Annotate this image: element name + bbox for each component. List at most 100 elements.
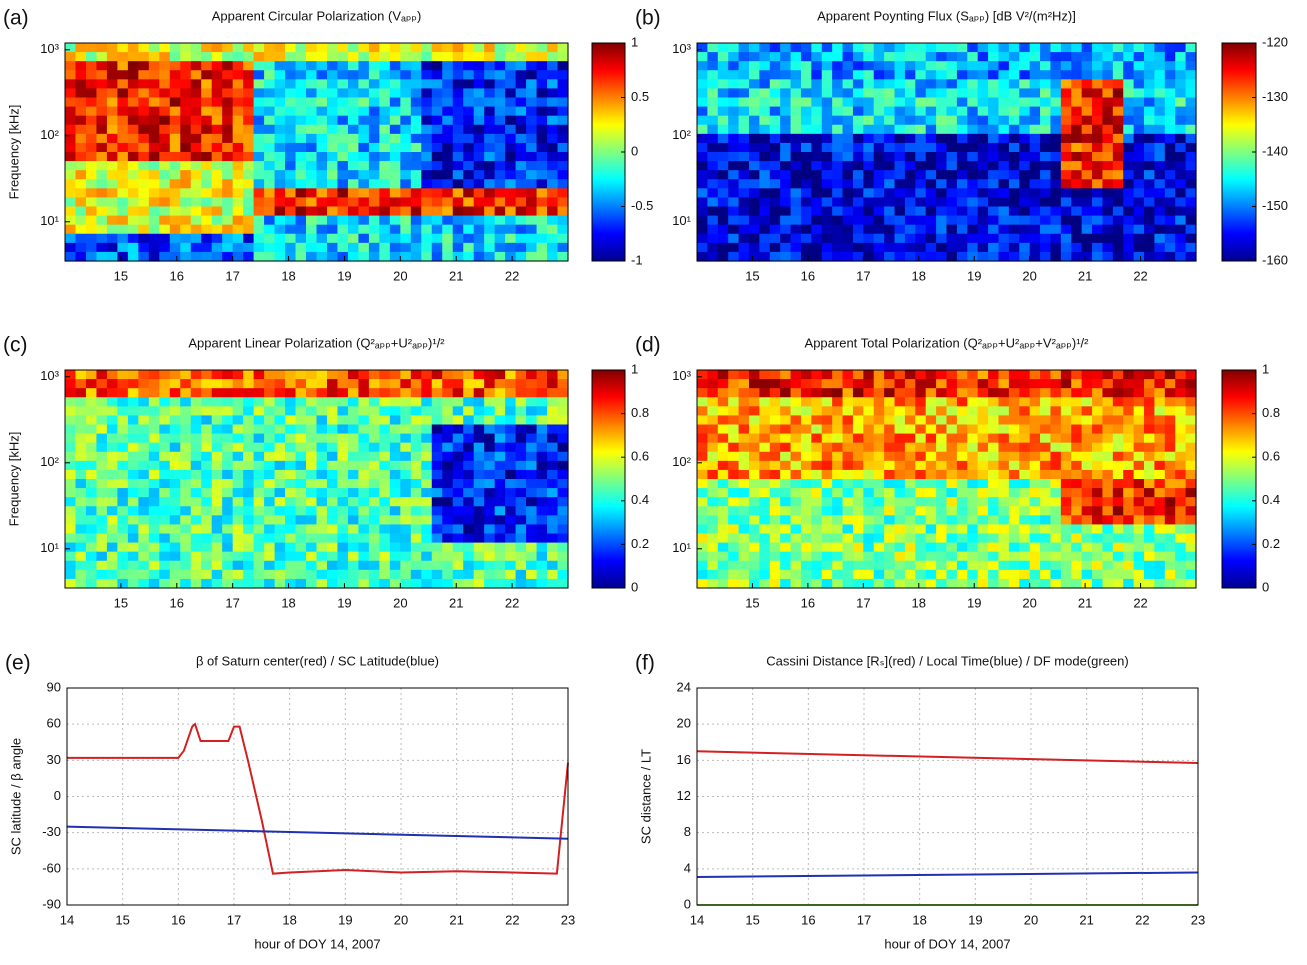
spectrogram-cell	[526, 561, 537, 571]
spectrogram-cell	[1061, 52, 1072, 62]
spectrogram-cell	[978, 524, 989, 534]
spectrogram-cell	[936, 406, 947, 416]
spectrogram-cell	[86, 370, 97, 380]
spectrogram-cell	[537, 225, 548, 235]
spectrogram-cell	[1092, 143, 1103, 153]
spectrogram-cell	[358, 52, 369, 62]
spectrogram-cell	[117, 179, 128, 189]
spectrogram-cell	[516, 52, 527, 62]
spectrogram-cell	[128, 225, 139, 235]
spectrogram-cell	[453, 461, 464, 471]
spectrogram-cell	[421, 225, 432, 235]
spectrogram-cell	[159, 252, 170, 262]
spectrogram-cell	[822, 515, 833, 525]
spectrogram-cell	[843, 61, 854, 71]
spectrogram-cell	[317, 143, 328, 153]
spectrogram-cell	[254, 225, 265, 235]
spectrogram-cell	[915, 197, 926, 207]
spectrogram-cell	[107, 225, 118, 235]
spectrogram-cell	[998, 188, 1009, 198]
spectrogram-cell	[749, 543, 760, 553]
spectrogram-cell	[453, 207, 464, 217]
spectrogram-cell	[1154, 161, 1165, 171]
spectrogram-cell	[379, 152, 390, 162]
spectrogram-cell	[853, 243, 864, 253]
spectrogram-cell	[1134, 216, 1145, 226]
spectrogram-cell	[1019, 379, 1030, 389]
spectrogram-cell	[222, 188, 233, 198]
spectrogram-cell	[75, 52, 86, 62]
spectrogram-cell	[212, 425, 223, 435]
spectrogram-cell	[558, 579, 569, 589]
spectrogram-cell	[170, 207, 181, 217]
spectrogram-cell	[505, 197, 516, 207]
spectrogram-cell	[191, 143, 202, 153]
spectrogram-cell	[337, 243, 348, 253]
spectrogram-cell	[547, 61, 558, 71]
spectrogram-cell	[895, 161, 906, 171]
spectrogram-cell	[1102, 488, 1113, 498]
spectrogram-cell	[1165, 552, 1176, 562]
spectrogram-cell	[390, 506, 401, 516]
spectrogram-cell	[306, 197, 317, 207]
spectrogram-cell	[149, 197, 160, 207]
spectrogram-cell	[1050, 225, 1061, 235]
spectrogram-cell	[1102, 415, 1113, 425]
spectrogram-cell	[843, 561, 854, 571]
spectrogram-cell	[1050, 61, 1061, 71]
spectrogram-cell	[1144, 161, 1155, 171]
spectrogram-cell	[306, 207, 317, 217]
spectrogram-cell	[75, 579, 86, 589]
spectrogram-cell	[978, 443, 989, 453]
spectrogram-cell	[1186, 98, 1197, 108]
spectrogram-cell	[170, 552, 181, 562]
spectrogram-cell	[728, 425, 739, 435]
spectrogram-cell	[348, 397, 359, 407]
spectrogram-cell	[358, 43, 369, 53]
spectrogram-cell	[770, 179, 781, 189]
spectrogram-cell	[317, 524, 328, 534]
spectrogram-cell	[1113, 197, 1124, 207]
spectrogram-cell	[159, 543, 170, 553]
spectrogram-cell	[780, 452, 791, 462]
spectrogram-cell	[884, 488, 895, 498]
spectrogram-cell	[337, 552, 348, 562]
spectrogram-cell	[306, 225, 317, 235]
spectrogram-cell	[926, 479, 937, 489]
x-tick-label: 18	[282, 912, 296, 927]
spectrogram-cell	[1030, 134, 1041, 144]
colorbar-tick-label: 0.2	[631, 536, 649, 551]
spectrogram-cell	[863, 98, 874, 108]
spectrogram-cell	[1050, 98, 1061, 108]
spectrogram-cell	[432, 152, 443, 162]
spectrogram-cell	[967, 43, 978, 53]
spectrogram-cell	[358, 425, 369, 435]
spectrogram-cell	[275, 52, 286, 62]
spectrogram-cell	[138, 388, 149, 398]
spectrogram-cell	[317, 152, 328, 162]
spectrogram-cell	[254, 125, 265, 135]
spectrogram-cell	[822, 243, 833, 253]
spectrogram-cell	[947, 552, 958, 562]
spectrogram-cell	[884, 379, 895, 389]
spectrogram-cell	[537, 170, 548, 180]
spectrogram-cell	[474, 152, 485, 162]
spectrogram-cell	[474, 488, 485, 498]
spectrogram-cell	[967, 252, 978, 262]
spectrogram-cell	[905, 397, 916, 407]
spectrogram-cell	[1123, 207, 1134, 217]
spectrogram-cell	[369, 479, 380, 489]
spectrogram-cell	[905, 125, 916, 135]
spectrogram-cell	[170, 243, 181, 253]
spectrogram-cell	[978, 406, 989, 416]
spectrogram-cell	[718, 497, 729, 507]
spectrogram-cell	[138, 207, 149, 217]
spectrogram-cell	[801, 88, 812, 98]
spectrogram-cell	[379, 143, 390, 153]
spectrogram-cell	[822, 179, 833, 189]
spectrogram-cell	[1144, 197, 1155, 207]
spectrogram-cell	[180, 216, 191, 226]
spectrogram-cell	[369, 497, 380, 507]
spectrogram-cell	[233, 52, 244, 62]
spectrogram-cell	[463, 52, 474, 62]
